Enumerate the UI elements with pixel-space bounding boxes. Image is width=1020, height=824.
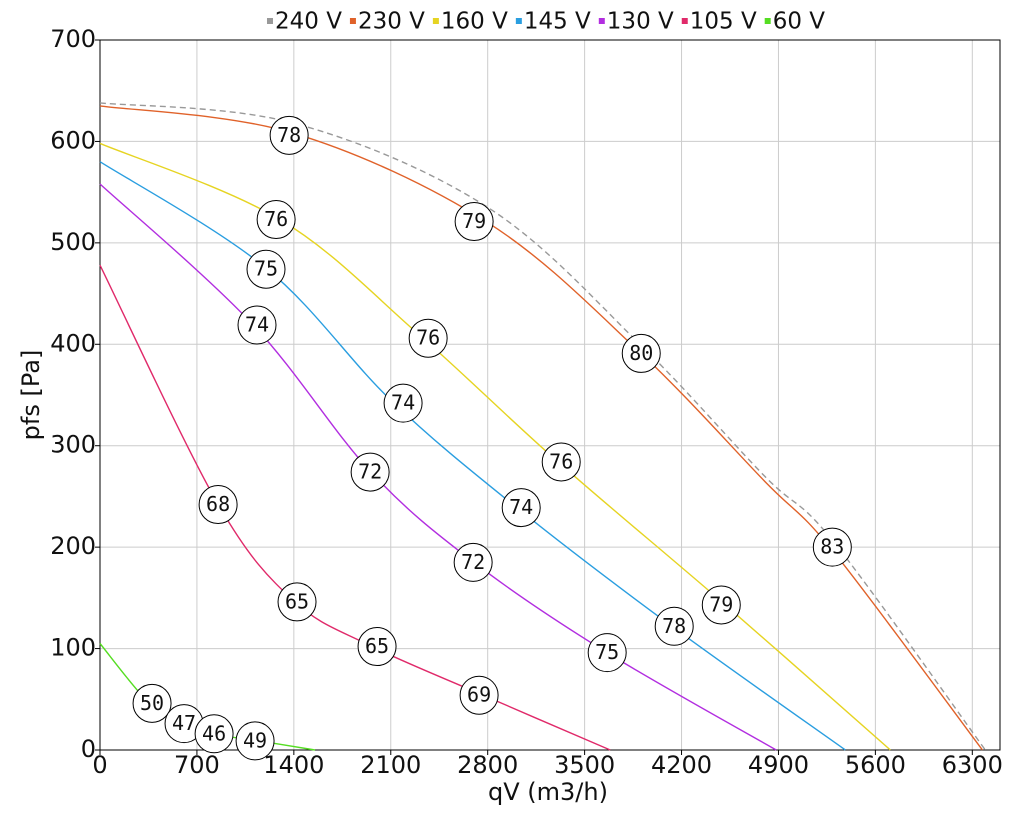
annotation-circle [383,383,423,423]
legend-swatch [598,18,605,24]
annotation-label: 50 [140,691,164,715]
annotation-circle [194,714,234,754]
annotation-label: 74 [245,313,269,337]
x-tick-label: 2100 [360,751,421,779]
legend-label: 130 V [607,9,674,35]
annotation-circle [277,582,317,622]
annotation-label: 76 [416,326,440,350]
legend-label: 160 V [441,9,508,35]
legend-label: 145 V [524,9,591,35]
annotation-circle [453,542,493,582]
annotation-label: 72 [461,550,485,574]
annotation-label: 47 [172,711,196,735]
x-tick-label: 5600 [845,751,906,779]
annotation-circle [235,721,275,761]
annotation-label: 76 [549,449,573,473]
annotation-label: 78 [277,123,301,147]
x-tick-label: 6300 [942,751,1003,779]
annotation-label: 80 [629,341,653,365]
annotation-circle [408,318,448,358]
annotation-label: 74 [509,495,533,519]
annotation-circle [237,305,277,345]
x-tick-label: 2800 [457,751,518,779]
y-tick-label: 100 [50,634,96,662]
annotation-circle [132,683,172,723]
series-line [99,161,846,751]
annotation-label: 49 [243,728,267,752]
y-axis-label: pfs [Pa] [17,350,45,441]
annotation-circle [454,202,494,242]
annotation-label: 76 [264,207,288,231]
legend-swatch [681,18,688,24]
legend-label: 240 V [275,9,342,35]
annotation-circle [587,633,627,673]
annotation-circle [269,115,309,155]
series-line [99,102,986,751]
y-tick-label: 200 [50,532,96,560]
y-tick-label: 300 [50,431,96,459]
series-line [99,142,891,751]
x-tick-label: 700 [174,751,220,779]
annotation-label: 65 [365,634,389,658]
y-tick-label: 600 [50,126,96,154]
annotation-circle [701,585,741,625]
annotation-circle [256,200,296,240]
annotation-circle [246,249,286,289]
annotation-label: 83 [820,535,844,559]
legend-swatch [266,18,273,24]
annotation-circle [621,333,661,373]
y-tick-label: 700 [50,25,96,53]
annotation-label: 78 [662,614,686,638]
x-tick-label: 1400 [263,751,324,779]
legend-swatch [764,18,771,24]
annotation-circle [459,675,499,715]
annotation-label: 75 [254,257,278,281]
legend-swatch [515,18,522,24]
annotation-label: 74 [391,391,415,415]
y-tick-label: 0 [81,735,96,763]
legend-swatch [432,18,439,24]
annotation-circle [350,452,390,492]
x-tick-label: 4900 [748,751,809,779]
annotation-label: 46 [202,721,226,745]
annotation-label: 68 [206,492,230,516]
annotation-label: 79 [462,209,486,233]
legend-swatch [349,18,356,24]
annotation-circle [198,485,238,525]
annotation-label: 65 [285,589,309,613]
annotation-circle [501,488,541,528]
x-tick-label: 0 [92,751,107,779]
legend: 240 V 230 V 160 V 145 V 130 V 105 V 60 V [266,9,826,35]
series-line [99,183,777,751]
annotation-label: 75 [595,640,619,664]
y-tick-label: 500 [50,228,96,256]
annotation-label: 79 [709,592,733,616]
x-axis-label: qV (m3/h) [488,778,608,806]
annotation-circle [654,606,694,646]
annotation-circle [812,527,852,567]
annotation-circle [357,627,397,667]
annotation-label: 72 [358,460,382,484]
series-line [99,105,983,751]
x-tick-label: 3500 [554,751,615,779]
x-tick-label: 4200 [651,751,712,779]
legend-label: 230 V [358,9,425,35]
legend-label: 105 V [690,9,757,35]
annotation-label: 69 [467,683,491,707]
plot-frame [99,39,1001,751]
annotation-circle [541,442,581,482]
legend-label: 60 V [773,9,826,35]
y-tick-label: 400 [50,329,96,357]
